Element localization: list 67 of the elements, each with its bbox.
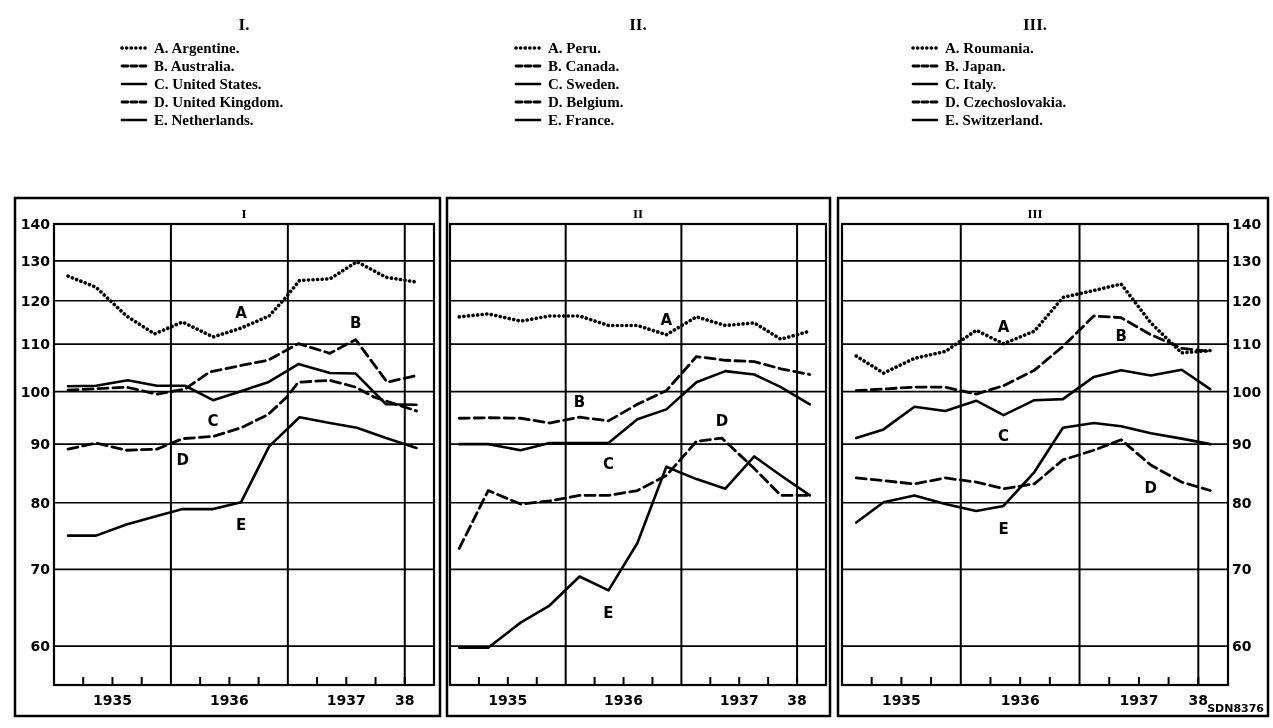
y-tick-label: 120 (20, 292, 51, 309)
y2-tick-label: 110 (1232, 336, 1262, 353)
legend-label: B. Canada. (548, 58, 620, 74)
legend-label: A. Roumania. (945, 40, 1035, 56)
legend-label: C. United States. (154, 76, 262, 92)
x-tick-label: 38 (787, 692, 807, 708)
annotation: E (998, 519, 1009, 538)
y2-tick-label: 80 (1232, 494, 1252, 511)
annotation: B (573, 393, 586, 412)
annotation: A (660, 310, 673, 329)
chart-subtitle: I (241, 206, 247, 221)
x-tick-label: 1935 (488, 692, 528, 708)
annotation: D (715, 412, 729, 431)
legend-label: B. Japan. (945, 58, 1006, 74)
x-tick-label: 1937 (1119, 692, 1159, 708)
annotation: E (235, 516, 247, 535)
y-tick-label: 140 (20, 216, 51, 232)
legend-label: A. Peru. (548, 40, 602, 56)
legend-label: C. Italy. (945, 76, 997, 92)
y-tick-label: 100 (20, 383, 51, 400)
annotation: C (998, 427, 1010, 446)
y2-tick-label: 90 (1232, 436, 1252, 453)
annotation: B (349, 313, 362, 332)
y2-tick-label: 70 (1232, 561, 1252, 578)
legend-label: C. Sweden. (548, 76, 620, 92)
x-tick-label: 1937 (326, 692, 366, 708)
legend-label: A. Argentine. (154, 40, 240, 56)
legend-label: E. Switzerland. (945, 112, 1044, 128)
y2-tick-label: 130 (1232, 252, 1262, 269)
annotation: A (235, 304, 248, 323)
chart-title: I. (238, 15, 250, 34)
annotation: E (603, 604, 614, 623)
y2-tick-label: 140 (1232, 216, 1262, 232)
chart-title: II. (629, 15, 647, 34)
text: SDN8376 (1207, 702, 1265, 715)
legend-label: E. France. (548, 112, 615, 128)
annotation: D (176, 450, 189, 469)
x-tick-label: 1936 (209, 692, 249, 708)
legend-label: D. Belgium. (548, 94, 624, 110)
chart-title: III. (1022, 15, 1048, 34)
x-tick-label: 1936 (604, 692, 644, 708)
legend-label: B. Australia. (154, 58, 235, 74)
y-tick-label: 110 (20, 336, 51, 353)
y2-tick-label: 60 (1232, 638, 1252, 655)
x-tick-label: 38 (1188, 692, 1209, 708)
y-tick-label: 60 (30, 638, 51, 655)
annotation: C (207, 412, 219, 431)
annotation: A (997, 317, 1010, 336)
x-tick-label: 1936 (1000, 692, 1040, 708)
x-tick-label: 38 (395, 692, 415, 708)
x-tick-label: 1937 (719, 692, 759, 708)
y-tick-label: 130 (20, 252, 51, 269)
chart-subtitle: II (632, 206, 644, 221)
x-tick-label: 1935 (881, 692, 921, 708)
annotation: D (1144, 479, 1158, 498)
y2-tick-label: 120 (1232, 292, 1262, 309)
annotation: B (1115, 326, 1127, 345)
y-tick-label: 90 (30, 436, 51, 453)
legend-label: D. Czechoslovakia. (945, 94, 1067, 110)
chart-subtitle: III (1027, 206, 1043, 221)
legend-label: D. United Kingdom. (154, 94, 284, 110)
y2-tick-label: 100 (1232, 383, 1262, 400)
x-tick-label: 1935 (92, 692, 132, 708)
y-tick-label: 80 (30, 494, 51, 511)
annotation: C (602, 455, 615, 474)
y-tick-label: 70 (30, 561, 51, 578)
legend-label: E. Netherlands. (154, 112, 254, 128)
